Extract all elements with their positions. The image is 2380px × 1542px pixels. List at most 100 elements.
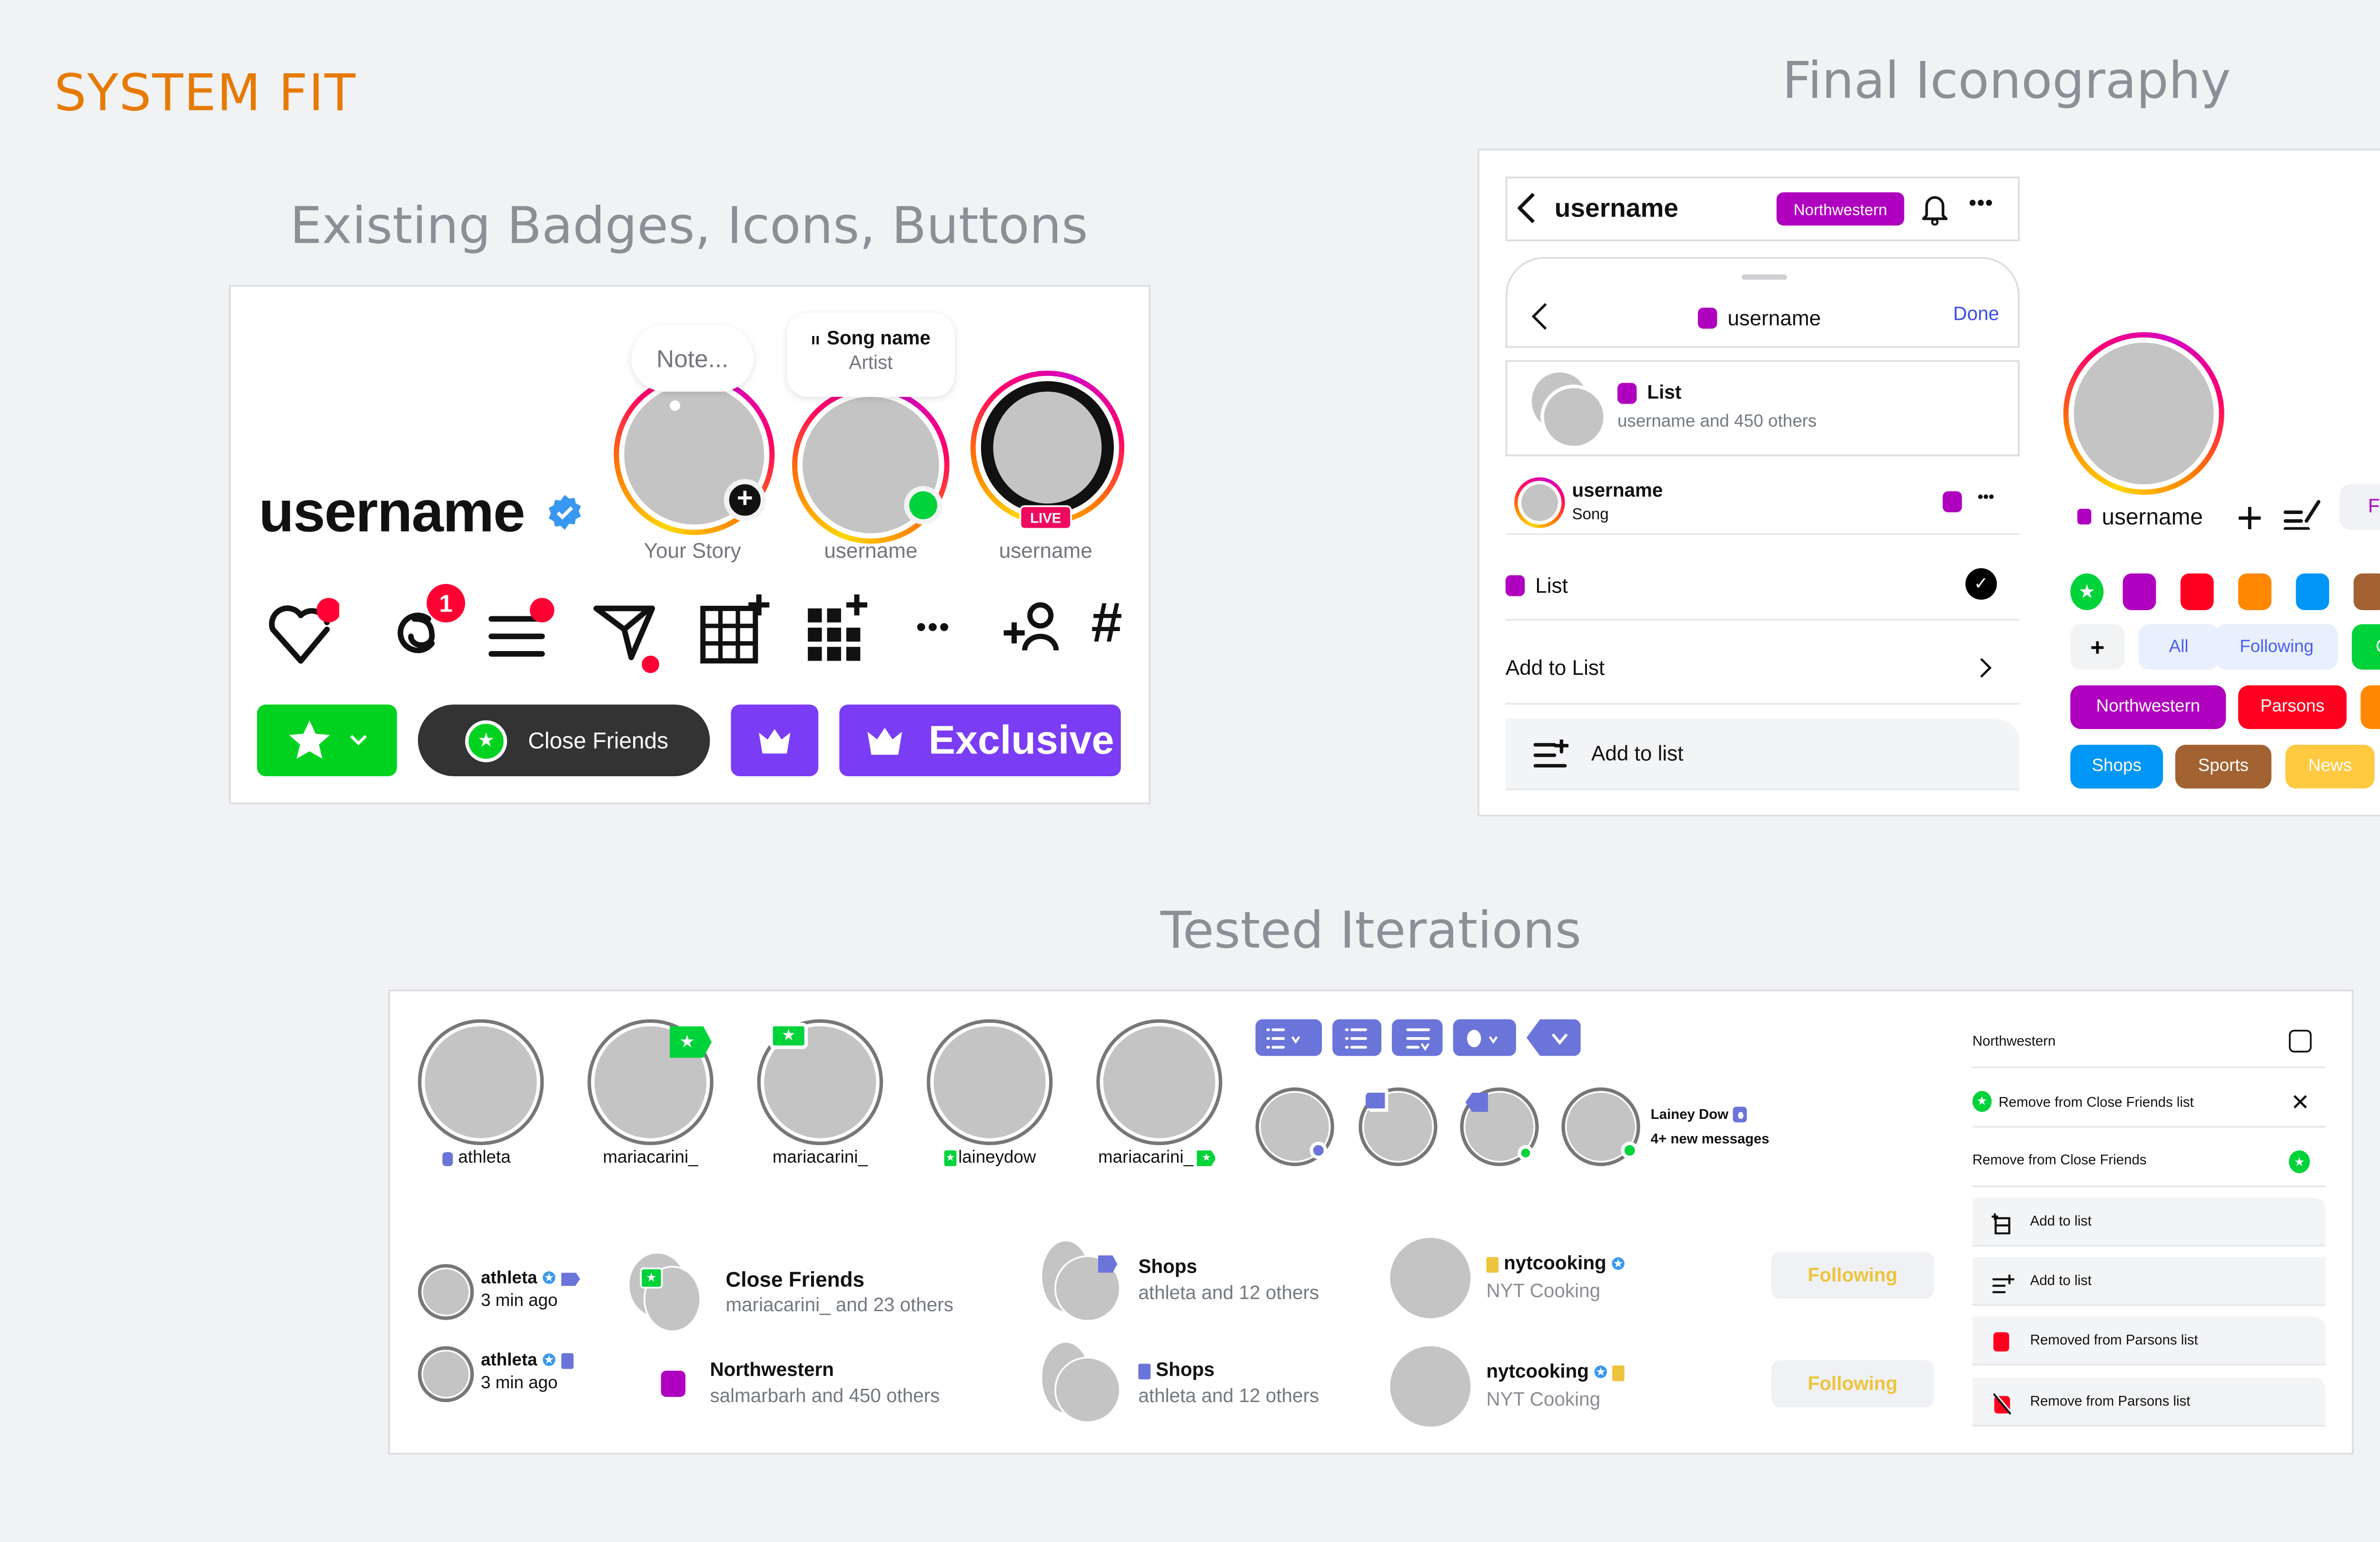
menu-item-remove-close-friends-list[interactable]: ★ Remove from Close Friends list: [1972, 1091, 2194, 1112]
tag-northwestern[interactable]: Northwestern: [2070, 685, 2226, 729]
swatch-purple[interactable]: [2122, 573, 2156, 611]
more-icon[interactable]: •••: [1969, 190, 1994, 215]
close-friends-star-icon[interactable]: ★: [2289, 1150, 2310, 1173]
song-bubble[interactable]: ıı Song name Artist: [787, 313, 955, 397]
menu-item-add-to-list[interactable]: Add to List: [1505, 655, 1605, 680]
following-button[interactable]: Following: [1771, 1360, 1934, 1408]
color-dropdown-button[interactable]: [1453, 1019, 1516, 1056]
dm-subtitle: 4+ new messages: [1650, 1131, 1769, 1147]
menu-item-remove-close-friends[interactable]: Remove from Close Friends: [1972, 1152, 2147, 1168]
add-list-icon: [1533, 738, 1569, 776]
close-friends-tag-icon: ★: [669, 1026, 712, 1058]
note-bubble[interactable]: Note...: [631, 325, 754, 392]
filter-chip-following[interactable]: Following: [2215, 624, 2338, 670]
list-color-square: [1943, 491, 1962, 513]
list-check-button[interactable]: [1392, 1019, 1443, 1056]
check-icon[interactable]: ✓: [1965, 568, 1997, 600]
list-color-square: [2077, 508, 2092, 525]
close-friends-button[interactable]: ★ Close Friends: [417, 704, 710, 777]
menu-icon[interactable]: [486, 594, 556, 664]
hashtag-icon[interactable]: #: [1091, 591, 1122, 654]
tag-parsons[interactable]: Parsons: [2238, 685, 2347, 729]
tag-shops[interactable]: Shops: [2070, 744, 2163, 789]
grid-add-icon[interactable]: [698, 594, 771, 668]
verified-badge-icon: ✪: [1594, 1363, 1607, 1381]
story-label: Your Story: [644, 538, 741, 563]
list-card[interactable]: List username and 450 others: [1505, 360, 2020, 456]
online-dot-icon: [904, 486, 943, 525]
done-button[interactable]: Done: [1953, 304, 1999, 326]
star-icon: [289, 719, 330, 758]
tag-food[interactable]: Food: [2360, 685, 2380, 729]
row-username: username: [1572, 481, 1663, 502]
star-dropdown-button[interactable]: [257, 704, 397, 777]
bell-icon[interactable]: [1922, 192, 1948, 234]
list-badge-icon: [1734, 1107, 1748, 1123]
more-icon[interactable]: •••: [1977, 487, 1994, 505]
account-subtitle: NYT Cooking: [1486, 1281, 1601, 1303]
filter-chip-all[interactable]: All: [2138, 624, 2219, 670]
heart-icon[interactable]: [262, 598, 341, 668]
add-person-icon[interactable]: [1003, 598, 1063, 657]
account-name: nytcooking ✪: [1486, 1362, 1625, 1383]
swatch-red[interactable]: [2180, 573, 2214, 611]
chevron-right-icon[interactable]: [1979, 656, 1992, 687]
add-icon[interactable]: +: [2236, 491, 2263, 544]
user-avatar: [1517, 481, 1562, 525]
back-icon[interactable]: [1517, 192, 1536, 229]
direct-filter-icon[interactable]: [589, 594, 666, 675]
story-label: athleta: [442, 1148, 511, 1168]
checkbox-icon[interactable]: [2289, 1029, 2312, 1053]
swatch-orange[interactable]: [2238, 573, 2271, 611]
list-color-square: [1697, 307, 1717, 329]
list-subtitle: athleta and 12 others: [1138, 1386, 1319, 1408]
sheet-header: username Done: [1505, 257, 2020, 348]
following-dropdown[interactable]: Following: [2340, 484, 2380, 530]
page-title: SYSTEM FIT: [54, 63, 357, 123]
drag-handle[interactable]: [1741, 274, 1787, 280]
tag-dropdown-button[interactable]: [1526, 1019, 1581, 1056]
close-friends-swatch[interactable]: ★: [2070, 573, 2104, 611]
menu-item-add-to-list-box[interactable]: Add to list: [1972, 1197, 2326, 1247]
story-avatar: [1103, 1026, 1216, 1138]
profile-username: username: [258, 479, 526, 544]
menu-item-list[interactable]: List: [1505, 573, 1568, 598]
story-label: username: [999, 538, 1092, 563]
menu-item-northwestern[interactable]: Northwestern: [1972, 1033, 2056, 1049]
exclusive-button[interactable]: Exclusive: [839, 704, 1121, 777]
swatch-brown[interactable]: [2353, 573, 2380, 611]
menu-item-add-to-list[interactable]: Add to list: [1972, 1257, 2326, 1306]
threads-icon[interactable]: 1: [379, 583, 474, 672]
verified-badge-icon: ✪: [1611, 1254, 1625, 1272]
add-to-list-row[interactable]: Add to list: [1505, 718, 2020, 791]
add-filter-chip[interactable]: +: [2070, 624, 2125, 670]
existing-card: username Note... + Your Story ıı Song nam…: [229, 285, 1151, 804]
list-button[interactable]: [1332, 1019, 1382, 1056]
tag-sports[interactable]: Sports: [2175, 744, 2271, 789]
close-icon[interactable]: ✕: [2291, 1089, 2310, 1116]
close-friends-tag-icon: ★: [769, 1022, 808, 1049]
more-icon[interactable]: •••: [916, 613, 951, 643]
verified-badge-icon: [547, 494, 582, 530]
list-avatar-front: [1540, 385, 1607, 450]
crown-button[interactable]: [731, 704, 819, 777]
following-button[interactable]: Following: [1771, 1252, 1934, 1299]
close-friends-square-icon: ★: [944, 1150, 957, 1166]
filter-chip-close-friends[interactable]: Close Friends: [2351, 624, 2380, 670]
list-tag[interactable]: Northwestern: [1776, 192, 1904, 226]
close-friends-tag-icon: ★: [1197, 1150, 1216, 1166]
story-label: mariacarini_ ★: [1098, 1148, 1216, 1168]
edit-list-icon[interactable]: [2283, 498, 2322, 538]
menu-item-remove-from-parsons[interactable]: Remove from Parsons list: [1972, 1377, 2326, 1427]
tested-card: athleta ★ mariacarini_ ★ mariacarini_ ★ l…: [388, 989, 2354, 1455]
list-dropdown-button[interactable]: [1255, 1019, 1322, 1056]
back-icon[interactable]: [1531, 303, 1547, 339]
list-subtitle: mariacarini_ and 23 others: [725, 1295, 953, 1317]
live-badge: LIVE: [1019, 505, 1072, 530]
add-story-icon[interactable]: +: [724, 479, 766, 521]
feed-time: 3 min ago: [481, 1374, 558, 1394]
tag-news[interactable]: News: [2285, 744, 2375, 789]
swatch-blue[interactable]: [2296, 573, 2330, 611]
grid-dense-add-icon[interactable]: [804, 594, 878, 668]
menu-item-removed-from-parsons[interactable]: Removed from Parsons list: [1972, 1316, 2326, 1366]
